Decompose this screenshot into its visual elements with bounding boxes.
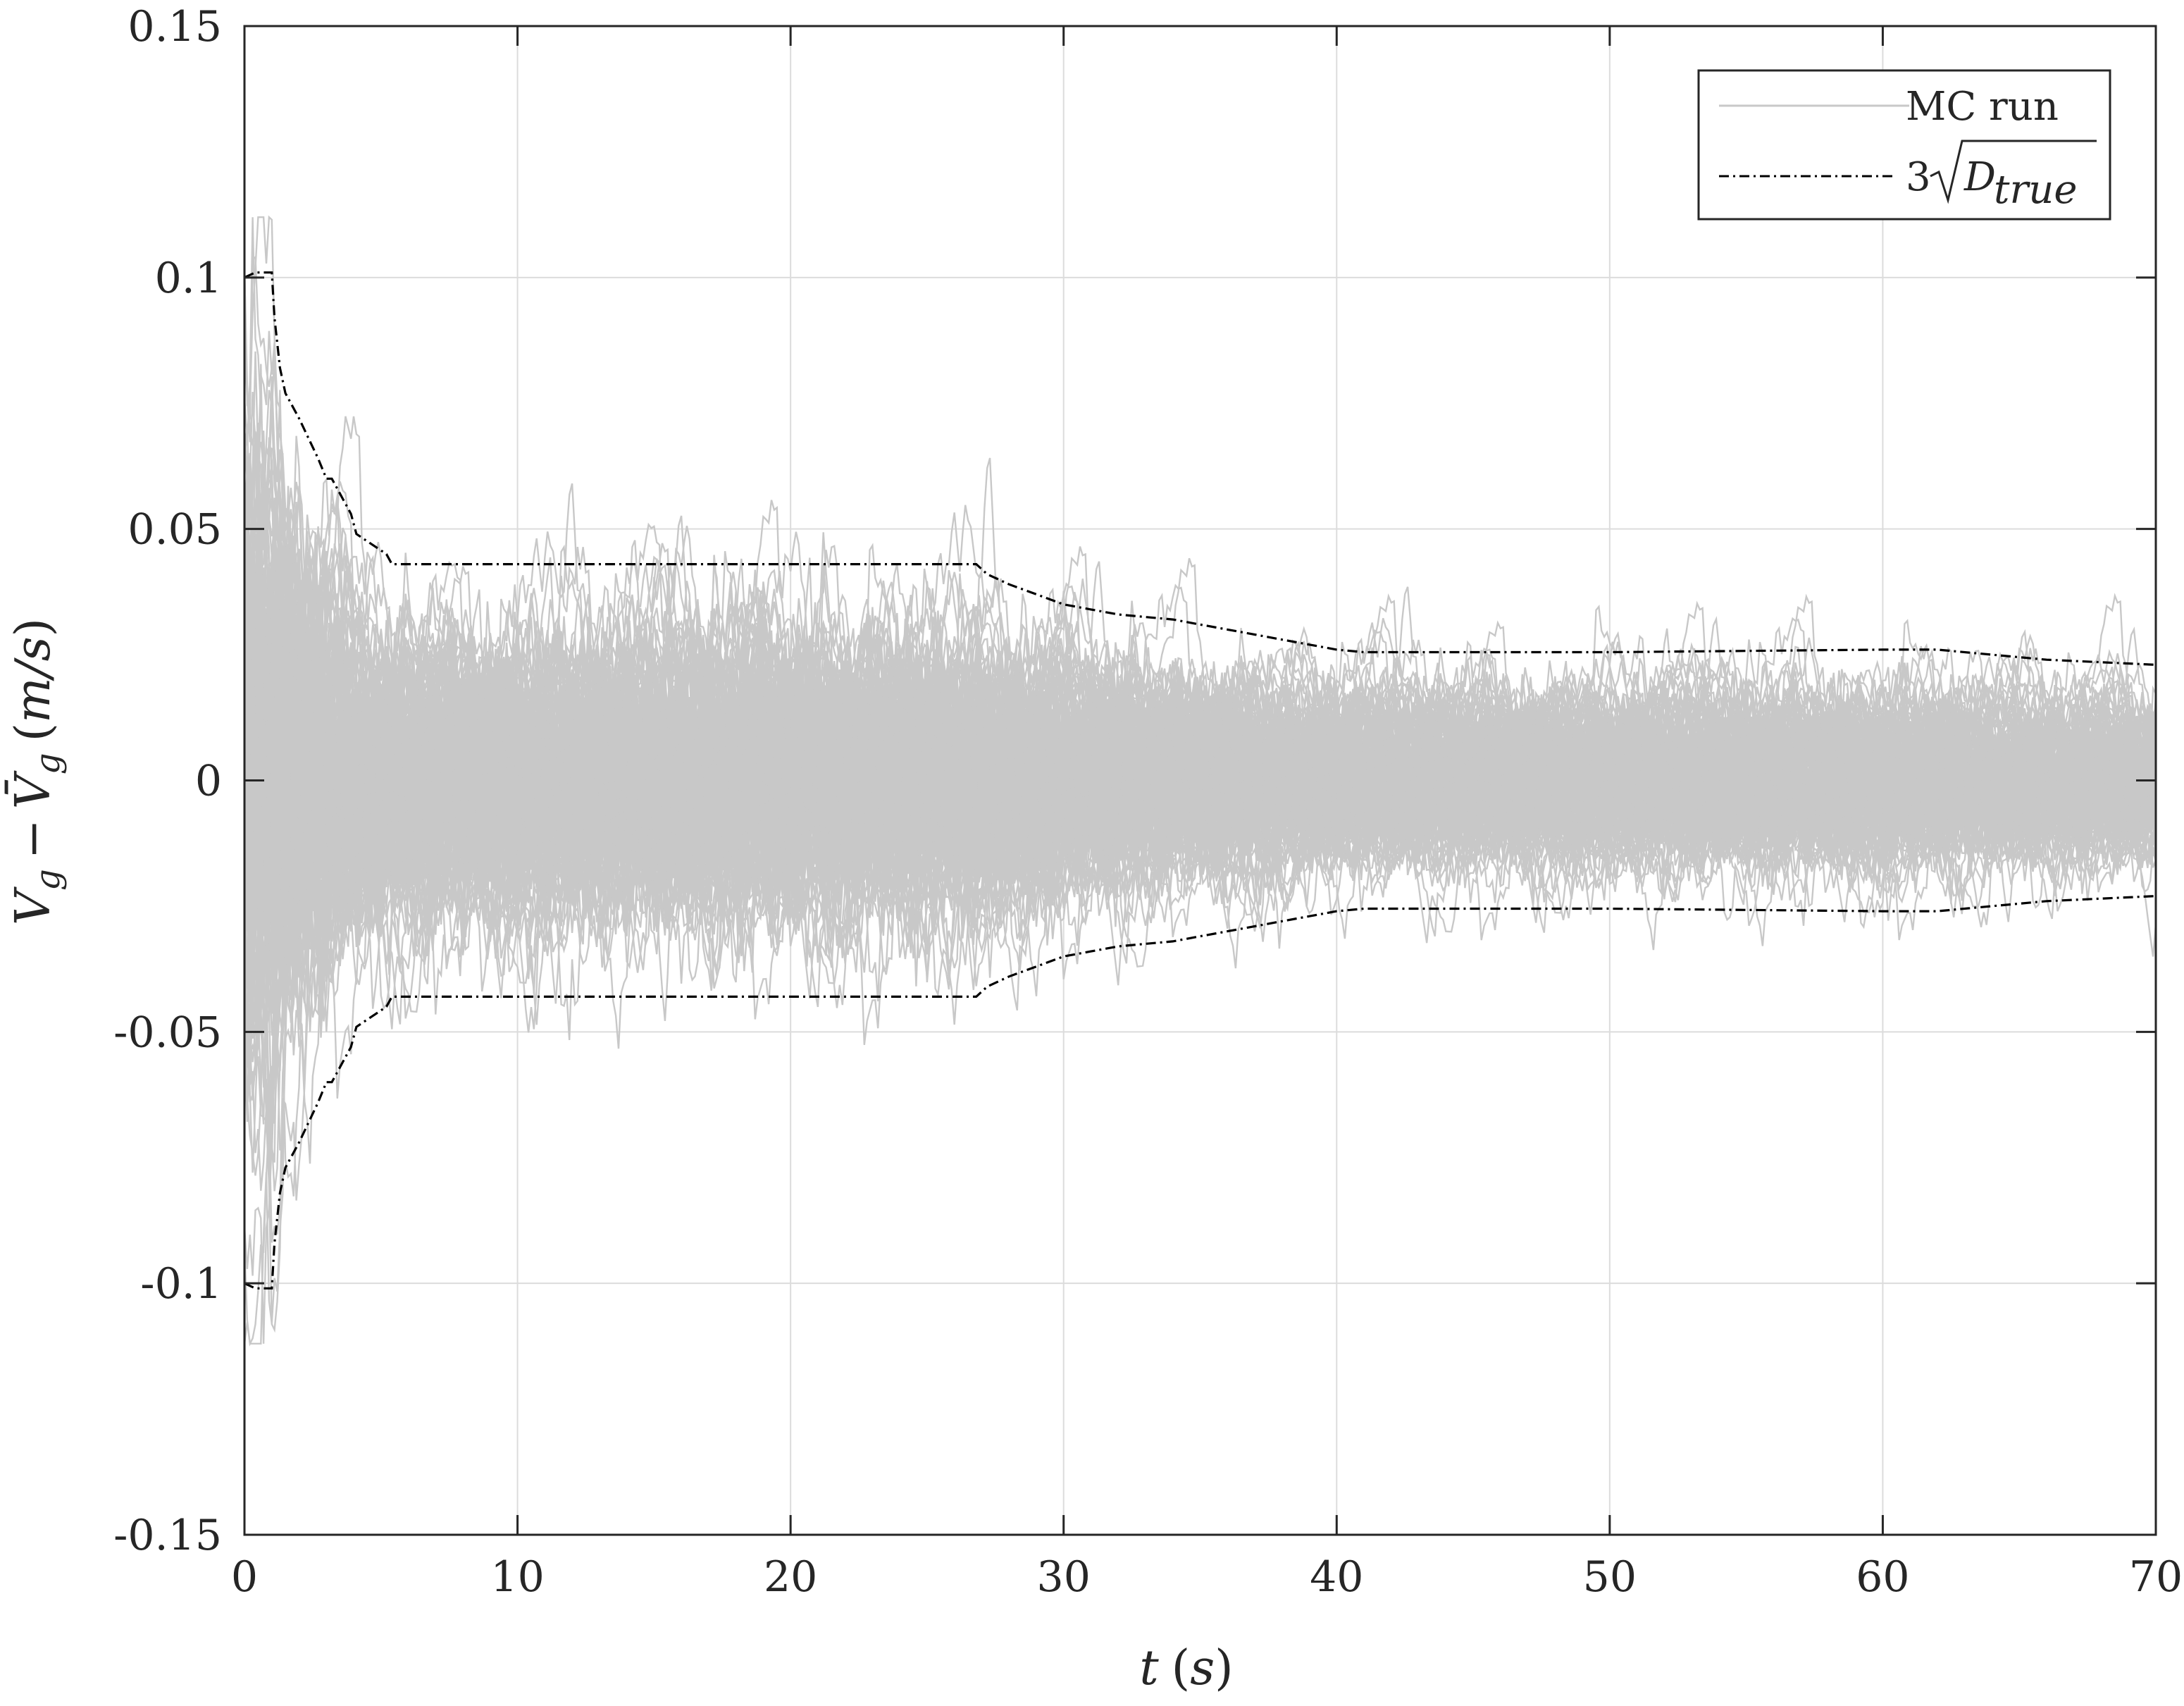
- legend-bound-label: 3 D true: [1906, 140, 2097, 213]
- bound-upper-line: [244, 271, 2157, 666]
- x-tick-label-2: 20: [764, 1552, 817, 1602]
- x-axis-label: t (s): [1139, 1640, 1233, 1696]
- svg-text:3: 3: [1906, 154, 1931, 200]
- y-tick-label-2: -0.05: [113, 1008, 222, 1057]
- mc-run-151: [243, 486, 2157, 943]
- y-tick-label-3: 0: [195, 757, 222, 806]
- x-tick-label-3: 30: [1037, 1552, 1091, 1602]
- legend-mc-label: MC run: [1906, 84, 2059, 130]
- svg-text:true: true: [1994, 167, 2077, 213]
- x-tick-label-0: 0: [231, 1552, 258, 1602]
- mc-run-154: [243, 532, 2157, 947]
- sqrt-symbol: [1930, 140, 2097, 204]
- legend: MC run 3 D true: [1697, 69, 2111, 221]
- svg-text:D: D: [1963, 154, 1996, 200]
- bound-lower-line: [244, 895, 2157, 1290]
- mc-run-156: [243, 548, 2157, 938]
- bound-lines: [244, 271, 2157, 1290]
- x-tick-label-1: 10: [490, 1552, 544, 1602]
- y-tick-label-1: -0.1: [140, 1259, 222, 1309]
- x-tick-label-4: 40: [1310, 1552, 1363, 1602]
- x-tick-label-7: 70: [2129, 1552, 2183, 1602]
- y-tick-label-5: 0.1: [155, 254, 222, 303]
- mc-run-135: [243, 579, 2157, 934]
- mc-run-159: [243, 602, 2157, 1040]
- y-tick-label-4: 0.05: [128, 505, 222, 555]
- legend-box: [1697, 69, 2111, 221]
- x-tick-label-6: 60: [1856, 1552, 1909, 1602]
- mc-run-lines: [243, 215, 2157, 1347]
- y-axis-label: Vg−V̄g(m/s): [6, 618, 68, 925]
- x-tick-label-5: 50: [1583, 1552, 1637, 1602]
- mc-run-157: [243, 588, 2157, 975]
- axis-ticks: 0 10 20 30 40 50 60 70 -0.15 -0.1 -0.05 0 0.05 0.1 0.1…: [113, 2, 2183, 1602]
- y-tick-label-6: 0.15: [128, 2, 222, 51]
- y-tick-label-0: -0.15: [113, 1511, 222, 1560]
